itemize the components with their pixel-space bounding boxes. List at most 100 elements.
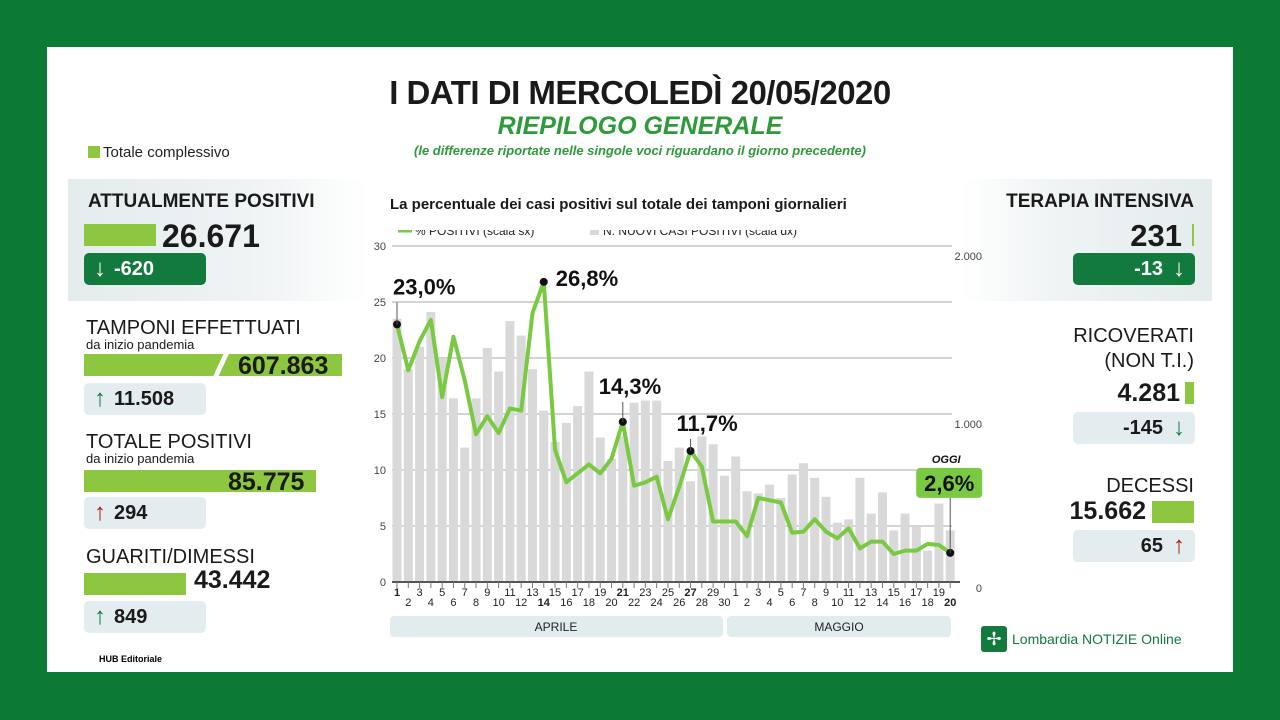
- arrow-down-icon: ↓: [1173, 255, 1185, 282]
- annotation-label: 14,3%: [599, 374, 661, 399]
- totale-positivi-sublabel: da inizio pandemia: [86, 451, 195, 466]
- x-tick-label: 16: [560, 597, 572, 609]
- chart-title: La percentuale dei casi positivi sul tot…: [390, 196, 847, 213]
- x-tick-label: 23: [639, 587, 651, 599]
- x-tick-label: 8: [473, 597, 479, 609]
- totale-positivi-label: TOTALE POSITIVI: [86, 431, 252, 453]
- totale-positivi-bar: [84, 470, 316, 492]
- bar: [810, 477, 820, 582]
- bar: [753, 493, 763, 582]
- bar: [482, 347, 492, 582]
- page-subtitle: RIEPILOGO GENERALE: [497, 112, 783, 140]
- x-tick-label: 12: [854, 597, 866, 609]
- bar: [911, 526, 921, 582]
- x-tick-label: 11: [843, 587, 854, 599]
- tamponi-delta: ↑ 11.508: [84, 383, 206, 415]
- bar: [855, 477, 865, 582]
- y-left-tick: 30: [374, 241, 386, 253]
- bar: [415, 346, 425, 582]
- bar: [584, 371, 594, 582]
- x-tick-label: 17: [572, 587, 584, 599]
- legend-bar-swatch: [590, 230, 599, 235]
- line-series: [395, 279, 952, 556]
- delta-value: 65: [1140, 534, 1163, 557]
- bar: [923, 550, 933, 582]
- legend-swatch: [88, 146, 100, 158]
- bar: [877, 492, 887, 582]
- legend-label: Totale complessivo: [103, 144, 230, 161]
- y-right-tick: 2.000: [954, 251, 982, 263]
- x-tick-label: 6: [789, 597, 795, 609]
- month-label: APRILE: [535, 620, 578, 634]
- bar: [516, 335, 526, 582]
- ricoverati-bar: [1185, 382, 1194, 404]
- x-tick-label: 8: [812, 597, 818, 609]
- terapia-bar: [1192, 224, 1194, 246]
- bar: [686, 481, 696, 582]
- y-left-tick: 10: [374, 465, 386, 477]
- legend-total: Totale complessivo: [88, 144, 230, 161]
- bar: [674, 447, 684, 582]
- month-band-maggio: [727, 616, 951, 637]
- bar: [505, 321, 515, 582]
- bar: [889, 530, 899, 582]
- logo: ✢ Lombardia NOTIZIE Online: [981, 626, 1182, 652]
- guariti-label: GUARITI/DIMESSI: [86, 546, 255, 568]
- arrow-down-icon: ↓: [1173, 414, 1185, 441]
- delta-value: 849: [114, 605, 148, 628]
- x-tick-label: 11: [504, 587, 515, 599]
- bar: [471, 398, 481, 582]
- x-tick-label: 19: [594, 587, 606, 599]
- bar: [640, 400, 650, 582]
- bar: [934, 503, 944, 582]
- bar: [844, 519, 854, 582]
- x-tick-label: 10: [831, 597, 843, 609]
- annotation-label: 11,7%: [677, 411, 738, 436]
- delta-value: 11.508: [114, 387, 175, 410]
- bar: [494, 371, 504, 582]
- terapia-value: 231: [1130, 218, 1182, 253]
- bar: [832, 522, 842, 582]
- x-tick-label: 5: [439, 587, 445, 599]
- bar: [697, 436, 707, 582]
- x-tick-label: 7: [800, 587, 806, 599]
- bar: [403, 369, 413, 582]
- terapia-label: TERAPIA INTENSIVA: [1006, 191, 1194, 212]
- bar: [776, 498, 786, 582]
- today-label: OGGI: [932, 454, 962, 466]
- x-tick-label: 16: [899, 597, 911, 609]
- month-band-aprile: [390, 616, 723, 637]
- bar: [527, 369, 537, 582]
- guariti-bar: [84, 573, 186, 595]
- bar: [392, 318, 402, 582]
- arrow-up-icon: ↑: [94, 499, 106, 526]
- annotation-label: 26,8%: [556, 266, 618, 291]
- arrow-up-icon: ↑: [94, 385, 106, 412]
- x-tick-label: 4: [428, 597, 434, 609]
- bar: [798, 463, 808, 582]
- bar: [900, 513, 910, 582]
- x-tick-label: 30: [718, 597, 730, 609]
- x-tick-label: 14: [876, 597, 888, 609]
- x-tick-label: 14: [538, 597, 551, 609]
- x-tick-label: 22: [628, 597, 640, 609]
- arrow-up-icon: ↑: [94, 603, 106, 630]
- guariti-value: 43.442: [194, 566, 271, 594]
- bar: [629, 402, 639, 582]
- x-tick-label: 1: [394, 587, 400, 599]
- x-tick-label: 20: [944, 597, 956, 609]
- bar: [652, 400, 662, 582]
- x-tick-label: 3: [755, 587, 761, 599]
- bar: [731, 456, 741, 582]
- x-tick-label: 4: [767, 597, 773, 609]
- bar: [765, 484, 775, 582]
- terapia-delta: -13 ↓: [1073, 253, 1195, 285]
- x-tick-label: 21: [617, 587, 629, 599]
- bar: [866, 513, 876, 582]
- y-left-tick: 15: [374, 409, 386, 421]
- tamponi-bar: [84, 354, 342, 376]
- x-tick-label: 26: [673, 597, 685, 609]
- delta-value: -145: [1122, 416, 1163, 439]
- bar: [595, 437, 605, 582]
- y-right-tick: 1.000: [954, 419, 982, 431]
